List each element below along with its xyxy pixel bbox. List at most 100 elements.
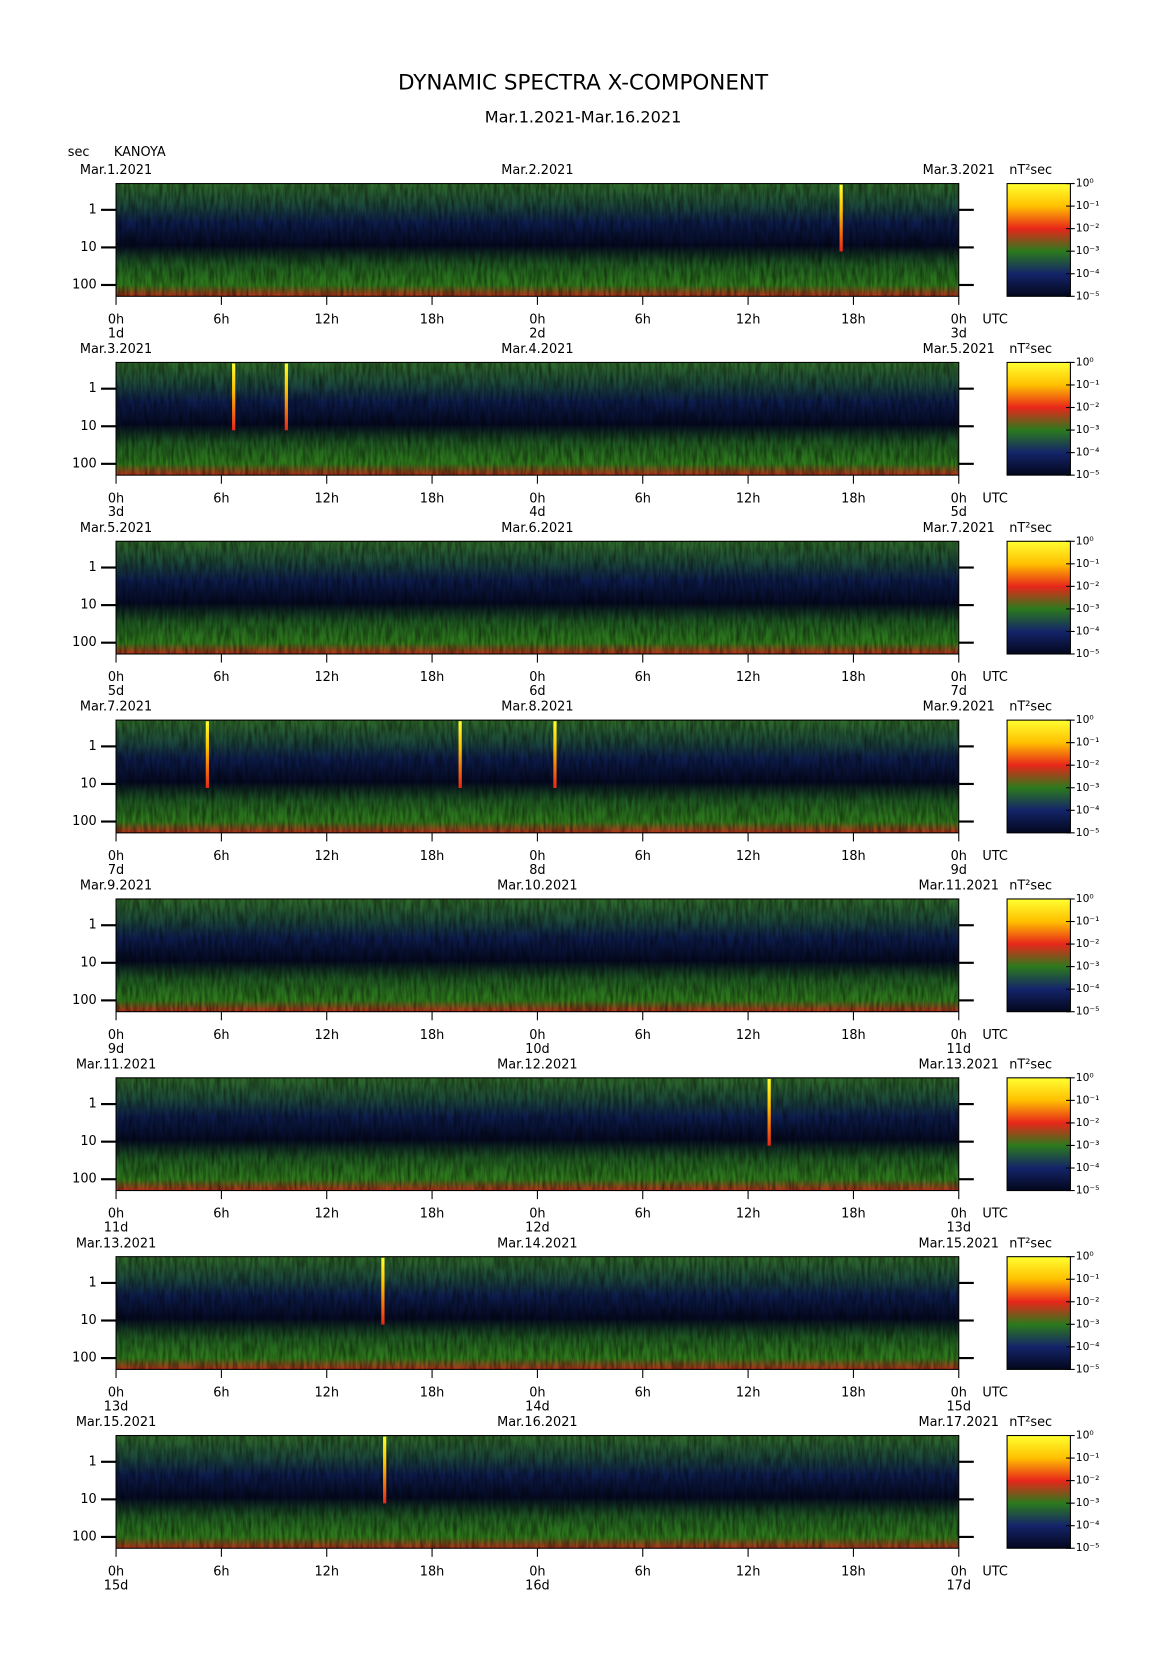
x-tick-label: 18h xyxy=(841,1207,866,1222)
day-label: 7d xyxy=(108,863,124,878)
x-tick-label: 6h xyxy=(635,1386,651,1401)
colorbar-tick-label: 10⁻² xyxy=(1076,1474,1100,1487)
x-tick-label: 18h xyxy=(420,491,445,506)
colorbar-tick-label: 10⁰ xyxy=(1076,355,1094,368)
colorbar-label: nT²sec xyxy=(1009,163,1052,178)
colorbar-tick-label: 10⁻² xyxy=(1076,401,1100,414)
colorbar-tick-label: 10⁻³ xyxy=(1076,1496,1100,1509)
colorbar-tick-label: 10⁻⁵ xyxy=(1076,647,1100,660)
x-tick-label: 12h xyxy=(314,1207,339,1222)
colorbar xyxy=(1006,1256,1071,1370)
x-tick-label: 18h xyxy=(420,1386,445,1401)
station-label: KANOYA xyxy=(114,145,166,160)
day-label: 16d xyxy=(525,1578,550,1593)
y-tick-label: 1 xyxy=(89,1454,97,1469)
time-zone-label: UTC xyxy=(982,1386,1008,1401)
y-tick-label: 1 xyxy=(89,1275,97,1290)
date-label: Mar.9.2021 xyxy=(80,879,152,894)
x-tick-label: 6h xyxy=(635,1028,651,1043)
colorbar xyxy=(1006,540,1071,655)
date-label: Mar.4.2021 xyxy=(501,342,573,357)
y-tick-label: 100 xyxy=(72,1351,97,1366)
colorbar-tick-label: 10⁻¹ xyxy=(1076,1093,1100,1106)
x-tick-label: 18h xyxy=(841,1028,866,1043)
time-zone-label: UTC xyxy=(982,1028,1008,1043)
colorbar-tick-label: 10⁻¹ xyxy=(1076,199,1100,212)
colorbar-label: nT²sec xyxy=(1009,879,1052,894)
y-tick-label: 10 xyxy=(80,598,96,613)
x-tick-label: 0h xyxy=(108,1386,124,1401)
x-tick-label: 0h xyxy=(529,1028,545,1043)
colorbar-tick-label: 10⁻⁵ xyxy=(1076,289,1100,302)
day-label: 13d xyxy=(946,1221,971,1236)
colorbar xyxy=(1006,361,1071,476)
x-tick-label: 6h xyxy=(635,1564,651,1579)
date-label: Mar.15.2021 xyxy=(919,1236,999,1251)
spike xyxy=(553,721,557,789)
day-label: 8d xyxy=(529,863,545,878)
colorbar xyxy=(1006,1434,1071,1549)
x-tick-label: 0h xyxy=(951,670,967,685)
colorbar xyxy=(1006,1077,1071,1192)
day-label: 6d xyxy=(529,684,545,699)
y-tick-label: 1 xyxy=(89,560,97,575)
colorbar-tick-label: 10⁰ xyxy=(1076,534,1094,547)
colorbar-label: nT²sec xyxy=(1009,1057,1052,1072)
colorbar-tick-label: 10⁻⁴ xyxy=(1076,624,1100,637)
colorbar-tick-label: 10⁻⁴ xyxy=(1076,446,1100,459)
date-label: Mar.13.2021 xyxy=(76,1236,156,1251)
date-label: Mar.7.2021 xyxy=(923,521,995,536)
colorbar-tick-label: 10⁻⁴ xyxy=(1076,1340,1100,1353)
colorbar-tick-label: 10⁻¹ xyxy=(1076,378,1100,391)
colorbar-tick-label: 10⁻⁵ xyxy=(1076,1541,1100,1554)
date-label: Mar.11.2021 xyxy=(919,879,999,894)
x-tick-label: 0h xyxy=(529,1386,545,1401)
colorbar-tick-label: 10⁻³ xyxy=(1076,244,1100,257)
colorbar-label: nT²sec xyxy=(1009,1236,1052,1251)
spike xyxy=(381,1257,385,1325)
x-tick-label: 6h xyxy=(635,1207,651,1222)
x-tick-label: 6h xyxy=(213,1207,229,1222)
spike xyxy=(458,721,462,789)
x-tick-label: 18h xyxy=(420,670,445,685)
colorbar-tick-label: 10⁰ xyxy=(1076,1071,1094,1084)
y-tick-label: 10 xyxy=(80,776,96,791)
spike xyxy=(232,363,236,431)
colorbar-tick-label: 10⁻¹ xyxy=(1076,1272,1100,1285)
x-tick-label: 12h xyxy=(736,1207,761,1222)
x-tick-label: 0h xyxy=(951,1207,967,1222)
colorbar-tick-label: 10⁻¹ xyxy=(1076,736,1100,749)
colorbar-tick-label: 10⁻³ xyxy=(1076,960,1100,973)
spectrogram-texture xyxy=(116,720,959,833)
colorbar-label: nT²sec xyxy=(1009,1415,1052,1430)
day-label: 11d xyxy=(104,1221,129,1236)
date-label: Mar.5.2021 xyxy=(80,521,152,536)
colorbar-tick-label: 10⁻² xyxy=(1076,1116,1100,1129)
day-label: 4d xyxy=(529,505,545,520)
colorbar-tick-label: 10⁻² xyxy=(1076,758,1100,771)
colorbar-tick-label: 10⁻³ xyxy=(1076,1317,1100,1330)
chart-title: DYNAMIC SPECTRA X-COMPONENT xyxy=(398,71,769,96)
colorbar-tick-label: 10⁻¹ xyxy=(1076,1451,1100,1464)
spike xyxy=(767,1078,771,1146)
day-label: 15d xyxy=(104,1578,129,1593)
y-axis-label: sec xyxy=(68,145,90,160)
colorbar-tick-label: 10⁰ xyxy=(1076,892,1094,905)
x-tick-label: 12h xyxy=(314,849,339,864)
x-tick-label: 0h xyxy=(529,491,545,506)
date-label: Mar.7.2021 xyxy=(80,700,152,715)
y-tick-label: 10 xyxy=(80,1134,96,1149)
day-label: 17d xyxy=(946,1578,971,1593)
x-tick-label: 12h xyxy=(736,1028,761,1043)
x-tick-label: 0h xyxy=(951,1564,967,1579)
x-tick-label: 12h xyxy=(736,670,761,685)
y-tick-label: 10 xyxy=(80,1313,96,1328)
x-tick-label: 0h xyxy=(108,1207,124,1222)
date-label: Mar.8.2021 xyxy=(501,700,573,715)
day-label: 3d xyxy=(108,505,124,520)
date-label: Mar.3.2021 xyxy=(80,342,152,357)
x-tick-label: 18h xyxy=(841,491,866,506)
y-tick-label: 10 xyxy=(80,419,96,434)
colorbar-tick-label: 10⁻² xyxy=(1076,937,1100,950)
time-zone-label: UTC xyxy=(982,849,1008,864)
